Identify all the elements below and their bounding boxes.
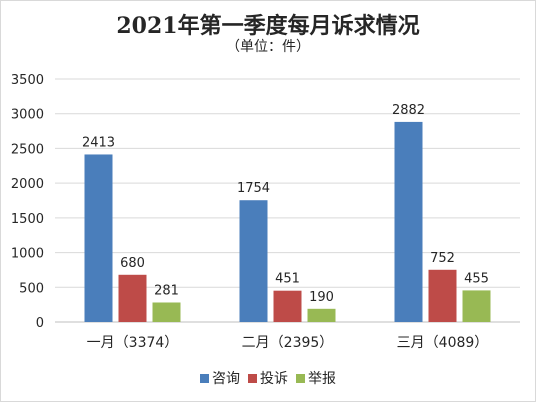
legend-swatch-complaint xyxy=(248,373,257,383)
y-tick-label: 2000 xyxy=(11,177,44,192)
bar xyxy=(428,269,457,322)
chart-title: 2021年第一季度每月诉求情况 xyxy=(116,13,420,39)
chart-subtitle: （单位：件） xyxy=(226,39,310,55)
bar xyxy=(394,121,423,322)
legend-swatch-consult xyxy=(200,373,209,383)
legend-item-consult: 咨询 xyxy=(200,368,240,388)
data-label: 2882 xyxy=(392,103,425,118)
x-tick-label: 二月（2395） xyxy=(242,335,334,351)
data-label: 190 xyxy=(309,290,334,305)
bar xyxy=(84,154,113,322)
legend-item-report: 举报 xyxy=(296,368,336,388)
data-label: 680 xyxy=(120,256,145,271)
bar xyxy=(307,308,336,322)
legend-label-complaint: 投诉 xyxy=(260,371,288,387)
y-tick-label: 2500 xyxy=(11,142,44,157)
data-label: 281 xyxy=(154,283,179,298)
bar xyxy=(239,200,268,322)
x-tick-label: 三月（4089） xyxy=(397,335,489,351)
legend-label-report: 举报 xyxy=(308,371,336,387)
legend: 咨询 投诉 举报 xyxy=(0,368,536,388)
bar xyxy=(118,274,147,322)
x-tick-label: 一月（3374） xyxy=(87,335,179,351)
data-label: 455 xyxy=(464,271,489,286)
y-tick-label: 0 xyxy=(36,316,44,331)
y-tick-label: 1000 xyxy=(11,247,44,262)
bar xyxy=(152,302,181,322)
bar xyxy=(462,290,491,322)
data-label: 752 xyxy=(430,251,455,266)
y-tick-label: 500 xyxy=(19,281,44,296)
data-label: 2413 xyxy=(82,135,115,150)
bar xyxy=(273,290,302,322)
y-tick-label: 3000 xyxy=(11,108,44,123)
legend-item-complaint: 投诉 xyxy=(248,368,288,388)
data-label: 451 xyxy=(275,272,300,287)
y-tick-label: 3500 xyxy=(11,73,44,88)
legend-swatch-report xyxy=(296,373,305,383)
y-tick-label: 1500 xyxy=(11,212,44,227)
legend-label-consult: 咨询 xyxy=(212,371,240,387)
data-label: 1754 xyxy=(237,181,270,196)
